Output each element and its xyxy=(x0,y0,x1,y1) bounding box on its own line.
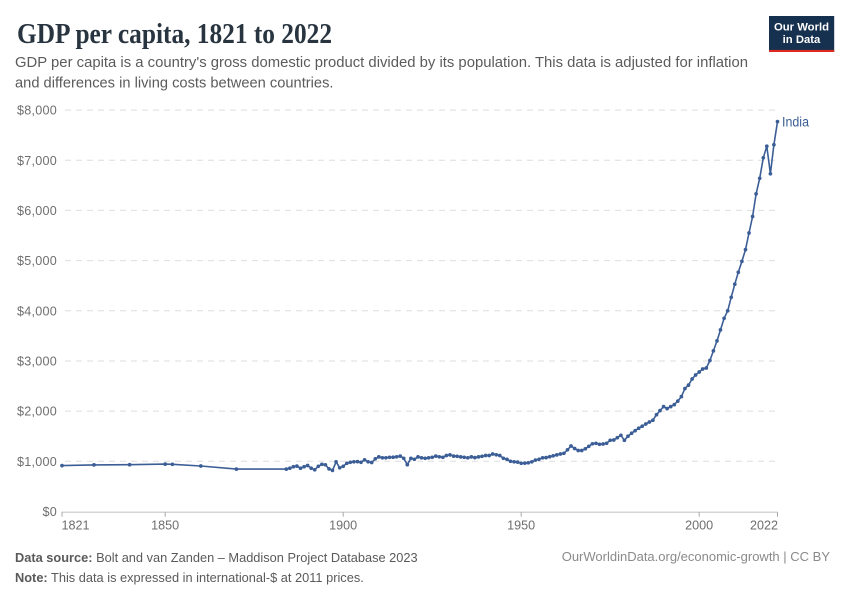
svg-text:$8,000: $8,000 xyxy=(17,104,57,118)
svg-text:Our World: Our World xyxy=(774,22,829,34)
svg-text:1850: 1850 xyxy=(151,519,179,533)
svg-text:$0: $0 xyxy=(42,505,57,519)
svg-text:2000: 2000 xyxy=(685,519,713,533)
svg-text:Data source: Bolt and van Zand: Data source: Bolt and van Zanden – Maddi… xyxy=(15,550,418,565)
svg-text:$4,000: $4,000 xyxy=(17,304,57,318)
svg-text:$6,000: $6,000 xyxy=(17,204,57,218)
svg-text:in Data: in Data xyxy=(783,34,821,46)
svg-text:OurWorldinData.org/economic-gr: OurWorldinData.org/economic-growth | CC … xyxy=(562,549,831,564)
svg-text:$2,000: $2,000 xyxy=(17,405,57,419)
svg-text:$1,000: $1,000 xyxy=(17,455,57,469)
svg-text:Note: This data is expressed i: Note: This data is expressed in internat… xyxy=(15,570,364,585)
svg-text:1950: 1950 xyxy=(507,519,535,533)
svg-text:2022: 2022 xyxy=(750,519,778,533)
svg-text:India: India xyxy=(782,115,809,130)
svg-text:GDP per capita, 1821 to 2022: GDP per capita, 1821 to 2022 xyxy=(17,19,332,50)
svg-text:GDP per capita is a country's: GDP per capita is a country's gross dome… xyxy=(15,55,748,71)
svg-text:1821: 1821 xyxy=(62,519,90,533)
svg-text:$7,000: $7,000 xyxy=(17,154,57,168)
svg-text:and differences in living cost: and differences in living costs between … xyxy=(15,76,334,92)
svg-text:$5,000: $5,000 xyxy=(17,254,57,268)
svg-text:1900: 1900 xyxy=(329,519,357,533)
svg-text:$3,000: $3,000 xyxy=(17,355,57,369)
